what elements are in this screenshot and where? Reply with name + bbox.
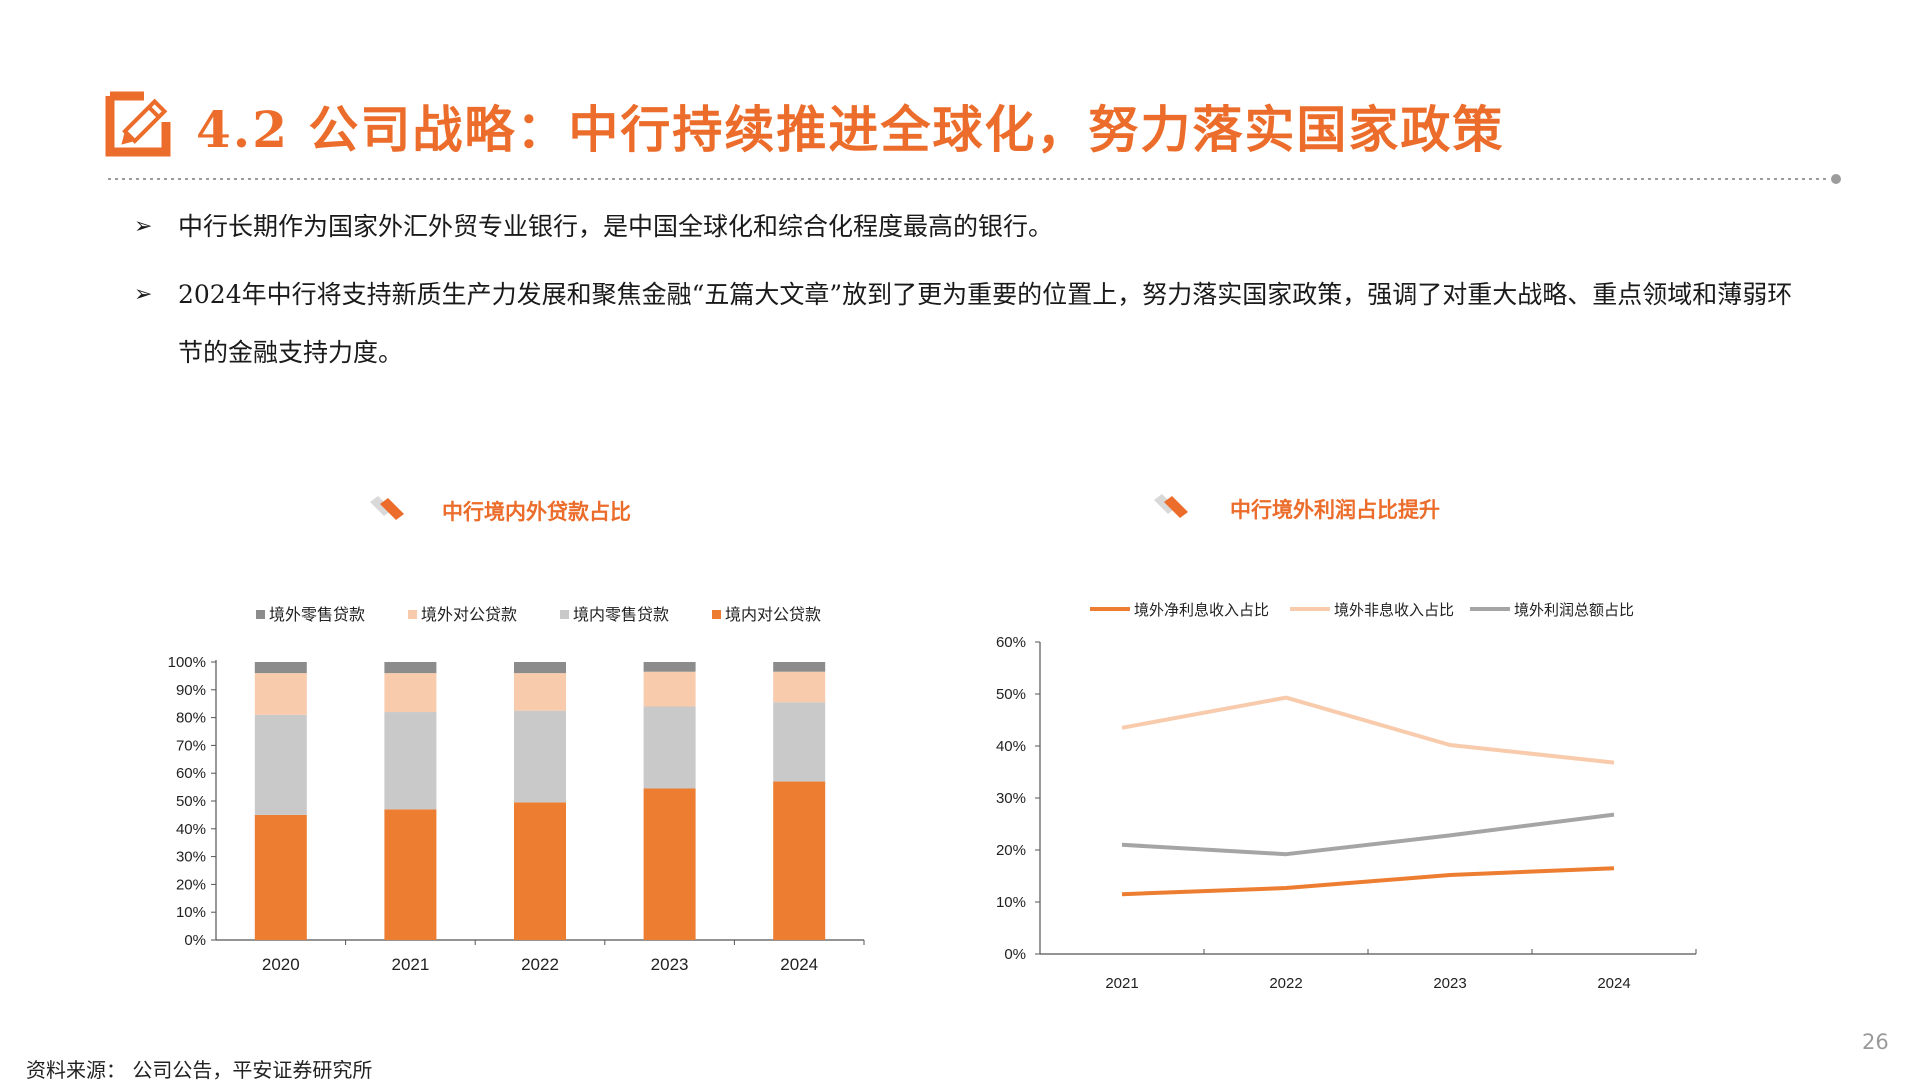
y-tick-label: 50% bbox=[996, 686, 1026, 703]
y-tick-label: 100% bbox=[168, 654, 206, 671]
legend-label: 境外对公贷款 bbox=[421, 605, 517, 624]
series-line bbox=[1121, 812, 1615, 857]
bar-segment bbox=[384, 662, 437, 674]
arrow-bullet-icon: ➢ bbox=[134, 282, 153, 307]
legend-swatch bbox=[256, 610, 265, 619]
legend-label: 境外利润总额占比 bbox=[1514, 601, 1634, 619]
stacked-bar-chart: 0% 10% 20% 30% 40% 50% 60% 70% 80% 90% 100% 2020 202… bbox=[168, 605, 865, 974]
bullet-item-2: ➢ 2024年中行将支持新质生产力发展和聚焦金融“五篇大文章”放到了更为重要的位… bbox=[134, 266, 1794, 382]
y-tick-label: 10% bbox=[996, 894, 1026, 911]
page-title: 4.2 公司战略：中行持续推进全球化，努力落实国家政策 bbox=[196, 100, 1505, 159]
bar-segment bbox=[254, 814, 307, 940]
chart-title-loans: 中行境内外贷款占比 bbox=[442, 499, 631, 524]
y-tick-label: 40% bbox=[176, 821, 206, 838]
legend-swatch bbox=[408, 610, 417, 619]
arrow-bullet-icon: ➢ bbox=[134, 214, 153, 239]
bar-segment bbox=[384, 809, 437, 940]
x-tick-label: 2024 bbox=[780, 955, 818, 974]
bar-segment bbox=[254, 714, 307, 815]
legend-label: 境内零售贷款 bbox=[573, 605, 669, 624]
bar-segment bbox=[514, 673, 566, 711]
x-tick-label: 2020 bbox=[262, 955, 300, 974]
x-tick-label: 2022 bbox=[521, 955, 559, 974]
legend-swatch bbox=[560, 610, 569, 619]
x-tick-label: 2023 bbox=[651, 955, 689, 974]
bar-segment bbox=[643, 706, 696, 789]
bar-segment bbox=[514, 710, 566, 803]
legend-label: 境内对公贷款 bbox=[725, 605, 821, 624]
y-tick-label: 60% bbox=[996, 634, 1026, 651]
bar-segment bbox=[773, 781, 826, 940]
bar-segment bbox=[254, 662, 307, 674]
y-tick-label: 0% bbox=[184, 932, 206, 949]
x-tick-label: 2023 bbox=[1433, 975, 1466, 992]
legend-label: 境外零售贷款 bbox=[269, 605, 365, 624]
bar-segment bbox=[773, 671, 826, 703]
series-line bbox=[1121, 866, 1615, 897]
y-tick-label: 80% bbox=[176, 710, 206, 727]
bar-segment bbox=[384, 673, 437, 713]
y-tick-label: 10% bbox=[176, 904, 206, 921]
y-tick-label: 30% bbox=[996, 790, 1026, 807]
chart-tag-icon bbox=[370, 496, 404, 520]
bar-segment bbox=[514, 802, 566, 940]
x-tick-label: 2021 bbox=[1105, 975, 1138, 992]
series-line bbox=[1121, 695, 1615, 765]
y-tick-label: 20% bbox=[996, 842, 1026, 859]
bar-segment bbox=[773, 702, 826, 782]
bullet-text-1: 中行长期作为国家外汇外贸专业银行，是中国全球化和综合化程度最高的银行。 bbox=[178, 212, 1054, 241]
edit-pencil-icon bbox=[105, 91, 171, 157]
bullet-item-1: ➢ 中行长期作为国家外汇外贸专业银行，是中国全球化和综合化程度最高的银行。 bbox=[134, 198, 1794, 256]
legend-label: 境外净利息收入占比 bbox=[1134, 601, 1269, 619]
source-note: 资料来源： 公司公告，平安证券研究所 bbox=[26, 1058, 373, 1082]
bar-segment bbox=[514, 662, 566, 674]
y-tick-label: 70% bbox=[176, 737, 206, 754]
x-tick-label: 2022 bbox=[1269, 975, 1302, 992]
bullet-text-2: 2024年中行将支持新质生产力发展和聚焦金融“五篇大文章”放到了更为重要的位置上… bbox=[178, 280, 1793, 367]
legend-swatch bbox=[712, 610, 721, 619]
bar-segment bbox=[643, 671, 696, 707]
x-tick-label: 2021 bbox=[391, 955, 429, 974]
bar-segment bbox=[384, 712, 437, 810]
bar-segment bbox=[254, 673, 307, 715]
bar-segment bbox=[643, 788, 696, 940]
line-chart: 0% 10% 20% 30% 40% 50% 60% 2021 2022 2023 2024 境外净利… bbox=[996, 601, 1697, 992]
bar-segment bbox=[773, 662, 826, 672]
x-tick-label: 2024 bbox=[1597, 975, 1630, 992]
y-tick-label: 50% bbox=[176, 793, 206, 810]
y-tick-label: 60% bbox=[176, 765, 206, 782]
legend-label: 境外非息收入占比 bbox=[1334, 601, 1454, 619]
y-tick-label: 0% bbox=[1004, 946, 1026, 963]
page-number: 26 bbox=[1862, 1030, 1889, 1054]
title-divider bbox=[108, 174, 1841, 184]
y-tick-label: 20% bbox=[176, 876, 206, 893]
chart-title-profit: 中行境外利润占比提升 bbox=[1230, 497, 1440, 522]
y-tick-label: 90% bbox=[176, 682, 206, 699]
chart-tag-icon bbox=[1154, 494, 1188, 518]
y-tick-label: 30% bbox=[176, 849, 206, 866]
y-tick-label: 40% bbox=[996, 738, 1026, 755]
bar-segment bbox=[643, 662, 696, 672]
